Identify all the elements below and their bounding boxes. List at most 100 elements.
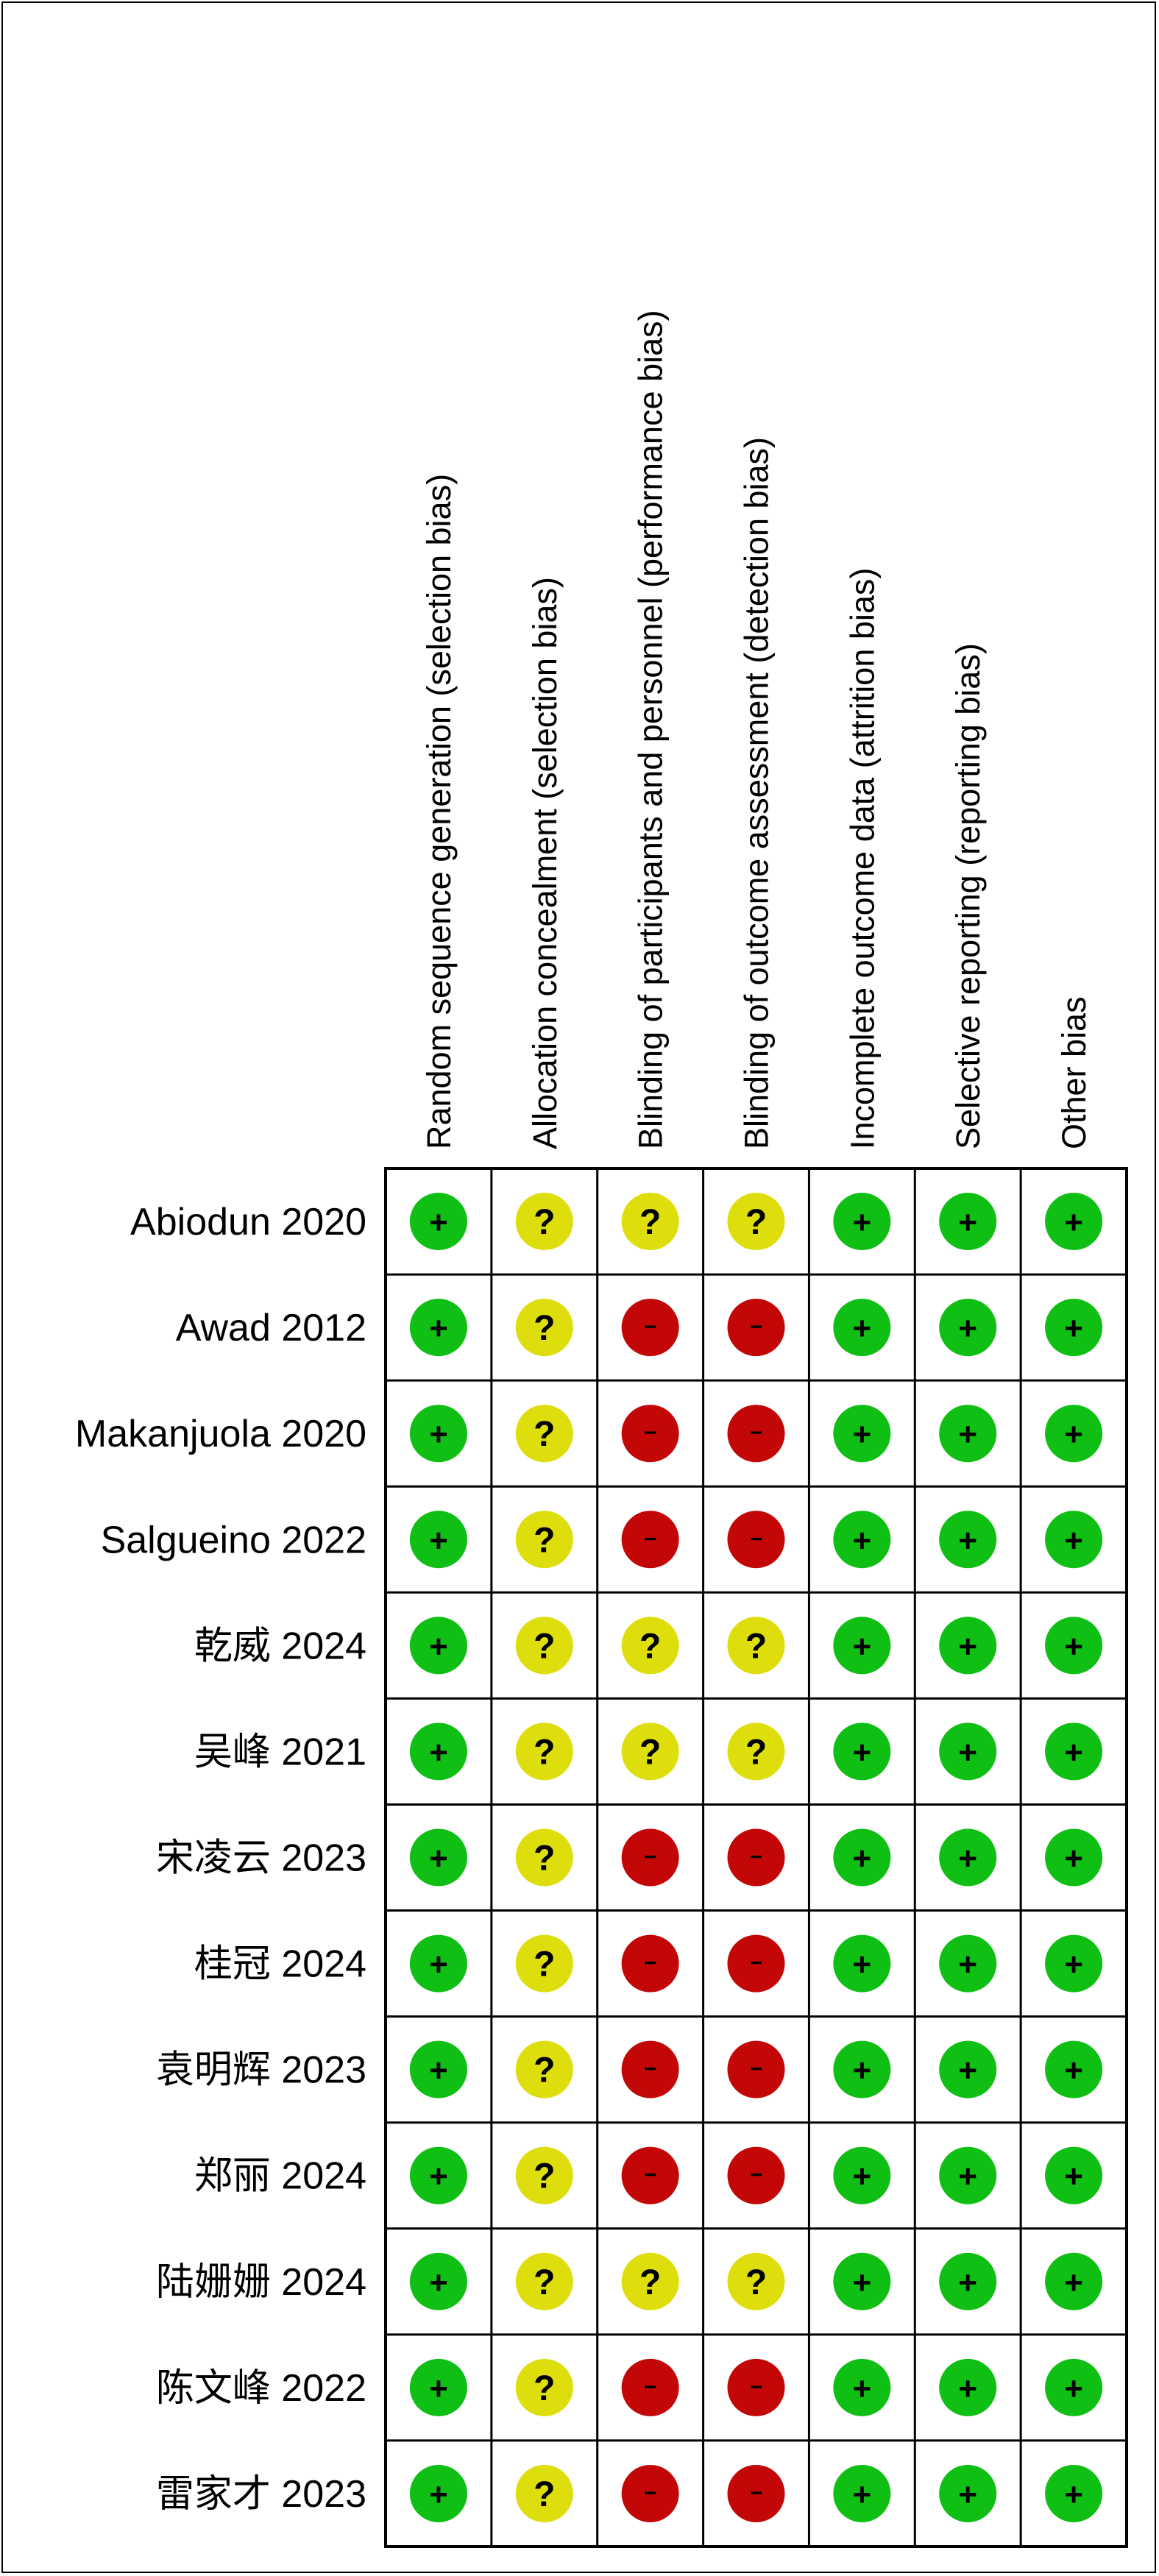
judgement-symbol: + xyxy=(429,2159,448,2195)
domain-label: Other bias xyxy=(1055,996,1093,1149)
judgement-symbol: + xyxy=(853,1310,872,1346)
judgement-circle xyxy=(409,2252,467,2310)
judgement-circle xyxy=(409,2040,467,2098)
judgement-symbol: + xyxy=(958,1841,977,1877)
judgement-circle xyxy=(515,1722,573,1781)
judgement-high-mark: − xyxy=(727,2358,785,2416)
judgement-marks: +??? + + + +? − − + + + +? − − + + + +? − − + + + +??? + + + +??? +… xyxy=(409,1193,1103,2522)
judgement-low-mark: + xyxy=(939,1617,997,1675)
judgement-symbol: − xyxy=(644,2375,657,2399)
domain-labels: Random sequence generation (selection bi… xyxy=(420,310,1093,1149)
judgement-symbol: + xyxy=(958,1310,977,1346)
judgement-low-mark: + xyxy=(833,1405,891,1463)
judgement-circle xyxy=(409,2146,467,2204)
judgement-symbol: ? xyxy=(534,1839,555,1878)
judgement-symbol: − xyxy=(750,1845,763,1870)
judgement-high-mark: − xyxy=(621,1299,679,1357)
judgement-symbol: ? xyxy=(534,1521,555,1560)
domain-label: Incomplete outcome data (attrition bias) xyxy=(843,568,881,1149)
judgement-symbol: ? xyxy=(534,2369,555,2408)
judgement-circle xyxy=(515,2252,573,2310)
judgement-symbol: − xyxy=(644,2481,657,2505)
judgement-symbol: + xyxy=(1064,1841,1083,1877)
judgement-low-mark: + xyxy=(409,1722,467,1781)
judgement-unclear-mark: ? xyxy=(515,2252,573,2310)
judgement-symbol: + xyxy=(429,1522,448,1558)
judgement-symbol: ? xyxy=(534,1945,555,1984)
judgement-low-mark: + xyxy=(939,2464,997,2522)
judgement-low-mark: + xyxy=(939,1405,997,1463)
judgement-grid xyxy=(384,1167,1128,2548)
judgement-symbol: + xyxy=(958,2477,977,2513)
judgement-symbol: ? xyxy=(534,1203,555,1242)
judgement-circle xyxy=(727,2252,785,2310)
judgement-circle xyxy=(833,1193,891,1251)
domain-label: Selective reporting (reporting bias) xyxy=(949,643,987,1149)
judgement-circle xyxy=(727,2358,785,2416)
judgement-circle xyxy=(833,1722,891,1781)
judgement-high-mark: − xyxy=(621,1828,679,1887)
judgement-symbol: ? xyxy=(745,1203,767,1242)
judgement-low-mark: + xyxy=(409,1193,467,1251)
judgement-symbol: + xyxy=(958,1522,977,1558)
judgement-circle xyxy=(727,1934,785,1993)
judgement-symbol: ? xyxy=(639,1627,661,1666)
judgement-circle xyxy=(1045,1405,1103,1463)
judgement-low-mark: + xyxy=(1045,2040,1103,2098)
judgement-low-mark: + xyxy=(1045,1934,1103,1993)
judgement-symbol: + xyxy=(958,1947,977,1983)
judgement-symbol: ? xyxy=(639,1733,661,1772)
judgement-low-mark: + xyxy=(833,1617,891,1675)
judgement-low-mark: + xyxy=(1045,2252,1103,2310)
judgement-symbol: + xyxy=(429,2265,448,2301)
study-label: 陆姗姗 2024 xyxy=(156,2261,366,2304)
judgement-circle xyxy=(621,1193,679,1251)
judgement-circle xyxy=(409,1299,467,1357)
study-label: 乾威 2024 xyxy=(194,1625,366,1667)
judgement-symbol: − xyxy=(750,1421,763,1445)
judgement-circle xyxy=(515,2040,573,2098)
judgement-circle xyxy=(621,1617,679,1675)
judgement-symbol: − xyxy=(750,2481,763,2505)
judgement-unclear-mark: ? xyxy=(515,1828,573,1887)
judgement-symbol: + xyxy=(429,1416,448,1452)
judgement-symbol: − xyxy=(644,1421,657,1445)
study-label: Abiodun 2020 xyxy=(130,1201,366,1243)
judgement-unclear-mark: ? xyxy=(621,1617,679,1675)
judgement-high-mark: − xyxy=(621,1934,679,1993)
study-label: 袁明辉 2023 xyxy=(156,2049,366,2092)
judgement-circle xyxy=(939,1934,997,1993)
judgement-high-mark: − xyxy=(621,2146,679,2204)
judgement-high-mark: − xyxy=(727,2464,785,2522)
judgement-unclear-mark: ? xyxy=(515,1934,573,1993)
judgement-low-mark: + xyxy=(1045,2464,1103,2522)
judgement-circle xyxy=(409,1511,467,1569)
judgement-low-mark: + xyxy=(1045,1828,1103,1887)
judgement-unclear-mark: ? xyxy=(727,1617,785,1675)
judgement-low-mark: + xyxy=(833,1722,891,1781)
judgement-low-mark: + xyxy=(409,2464,467,2522)
domain-label: Random sequence generation (selection bi… xyxy=(420,474,458,1149)
judgement-low-mark: + xyxy=(833,2252,891,2310)
judgement-circle xyxy=(833,1511,891,1569)
judgement-low-mark: + xyxy=(409,1828,467,1887)
judgement-unclear-mark: ? xyxy=(515,1299,573,1357)
judgement-symbol: + xyxy=(958,2053,977,2089)
judgement-circle xyxy=(621,1722,679,1781)
judgement-symbol: + xyxy=(853,2159,872,2195)
judgement-high-mark: − xyxy=(727,1511,785,1569)
judgement-circle xyxy=(621,1511,679,1569)
judgement-symbol: − xyxy=(750,1315,763,1339)
judgement-circle xyxy=(515,1299,573,1357)
judgement-symbol: ? xyxy=(534,2051,555,2090)
judgement-symbol: + xyxy=(429,1841,448,1877)
judgement-circle xyxy=(833,1405,891,1463)
judgement-circle xyxy=(727,1828,785,1887)
judgement-circle xyxy=(727,2040,785,2098)
judgement-circle xyxy=(515,2464,573,2522)
judgement-low-mark: + xyxy=(939,1828,997,1887)
judgement-circle xyxy=(1045,1934,1103,1993)
judgement-circle xyxy=(515,1193,573,1251)
judgement-low-mark: + xyxy=(409,1934,467,1993)
judgement-symbol: ? xyxy=(534,1415,555,1454)
